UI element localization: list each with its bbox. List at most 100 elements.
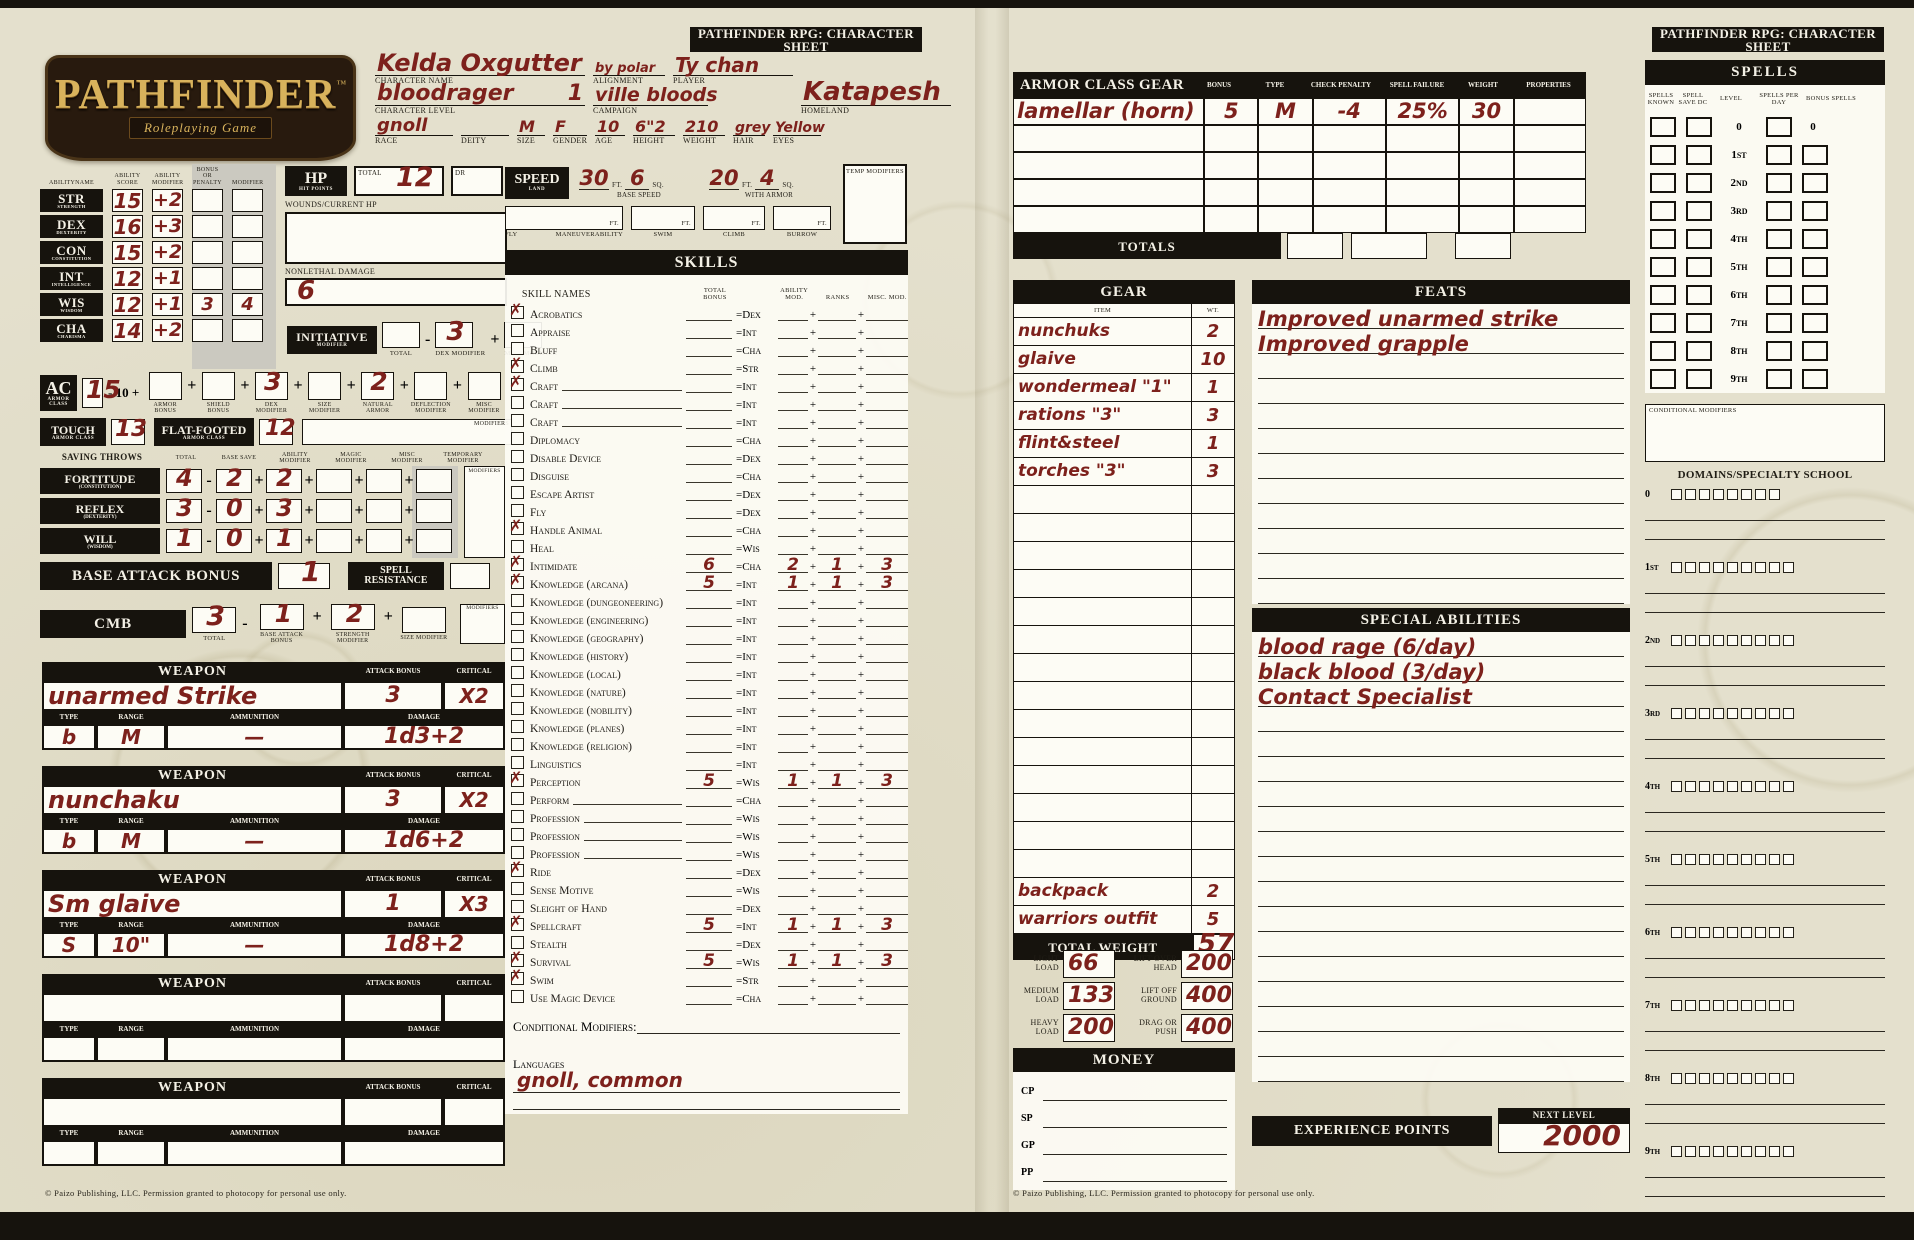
skill-misc-line[interactable]	[866, 340, 908, 357]
gear-row[interactable]: rations "3" 3	[1014, 402, 1234, 430]
skill-class-checkbox[interactable]	[511, 900, 524, 913]
skill-class-checkbox[interactable]: ✗	[509, 570, 524, 589]
domain-line[interactable]	[1645, 886, 1885, 905]
skill-total-line[interactable]	[686, 592, 732, 609]
skill-total-line[interactable]	[686, 646, 732, 663]
spells-known-box[interactable]	[1650, 369, 1676, 389]
info-field-gender[interactable]: F Gender	[553, 119, 587, 146]
domain-checkbox[interactable]	[1671, 708, 1682, 720]
skill-misc-line[interactable]	[866, 376, 908, 393]
weapon-ammo-box[interactable]: —	[166, 724, 343, 750]
weapon-damage-box[interactable]: 1d8+2	[343, 932, 505, 958]
skill-total-line[interactable]	[686, 736, 732, 753]
domain-checkbox[interactable]	[1713, 635, 1724, 647]
ac-armor-bonus-box[interactable]	[148, 372, 182, 400]
feat-line[interactable]	[1258, 529, 1624, 554]
weapon-ammo-box[interactable]	[166, 1036, 343, 1062]
skill-ability-mod-line[interactable]	[778, 358, 808, 375]
domain-checkbox[interactable]	[1727, 489, 1738, 501]
climb-speed-box[interactable]: Ft.	[703, 205, 765, 230]
domain-checkbox[interactable]	[1741, 781, 1752, 793]
skill-ability-mod-line[interactable]	[778, 412, 808, 429]
armor-value-box[interactable]	[1513, 98, 1587, 125]
armor-value-box[interactable]: -4	[1312, 98, 1386, 125]
armor-value-box[interactable]	[1258, 125, 1313, 152]
skill-ranks-line[interactable]	[818, 304, 856, 321]
info-field-race[interactable]: gnoll Race	[375, 117, 453, 146]
skill-class-checkbox[interactable]	[511, 396, 524, 409]
skill-ranks-line[interactable]: 1	[818, 556, 856, 574]
skill-ability-mod-line[interactable]	[778, 340, 808, 357]
skill-ranks-line[interactable]	[818, 844, 856, 861]
skill-misc-line[interactable]	[866, 394, 908, 411]
spells-known-box[interactable]	[1650, 313, 1676, 333]
domain-checkbox[interactable]	[1741, 1146, 1752, 1158]
load-value-box[interactable]: 66	[1063, 950, 1115, 978]
skill-ability-mod-line[interactable]	[778, 718, 808, 735]
skill-misc-line[interactable]	[866, 898, 908, 915]
armor-item-name-box[interactable]	[1013, 152, 1205, 179]
burrow-speed-box[interactable]: Ft.	[773, 205, 831, 230]
domain-checkbox[interactable]	[1699, 562, 1710, 574]
special-ability-line[interactable]: Contact Specialist	[1258, 682, 1624, 708]
domain-checkbox[interactable]	[1783, 1073, 1794, 1085]
ability-modifier-box[interactable]: +2	[152, 241, 183, 264]
ability-temp-modifier-box[interactable]	[232, 215, 263, 238]
domain-line[interactable]	[1645, 1013, 1885, 1032]
domain-checkbox[interactable]	[1685, 635, 1696, 647]
domain-line[interactable]	[1645, 794, 1885, 813]
skill-ability-mod-line[interactable]	[778, 862, 808, 879]
armor-item-name-box[interactable]: lamellar (horn)	[1013, 98, 1205, 125]
weapon-ammo-box[interactable]	[166, 1140, 343, 1166]
domain-checkbox[interactable]	[1727, 562, 1738, 574]
gear-row[interactable]	[1014, 598, 1234, 626]
spell-resistance-box[interactable]	[450, 563, 490, 589]
domain-checkbox[interactable]	[1769, 1146, 1780, 1158]
skill-total-line[interactable]	[686, 430, 732, 447]
skill-ability-mod-line[interactable]: 2	[778, 556, 808, 574]
skill-total-line[interactable]: 5	[686, 952, 732, 970]
skill-total-line[interactable]	[686, 358, 732, 375]
skill-misc-line[interactable]	[866, 412, 908, 429]
armor-totals-box[interactable]	[1287, 233, 1343, 259]
gear-row[interactable]: warriors outfit 5	[1014, 906, 1234, 934]
ability-bonus-penalty-box[interactable]	[192, 241, 223, 264]
skill-class-checkbox[interactable]	[511, 414, 524, 427]
skill-class-checkbox[interactable]: ✗	[509, 858, 524, 877]
skill-misc-line[interactable]	[866, 934, 908, 951]
skill-class-checkbox[interactable]	[511, 702, 524, 715]
skill-class-checkbox[interactable]	[511, 990, 524, 1003]
ability-modifier-box[interactable]: +2	[152, 189, 183, 212]
skill-misc-line[interactable]	[866, 844, 908, 861]
gear-row[interactable]: wondermeal "1" 1	[1014, 374, 1234, 402]
skill-total-line[interactable]	[686, 412, 732, 429]
domain-checkbox[interactable]	[1783, 635, 1794, 647]
skill-class-checkbox[interactable]: ✗	[509, 948, 524, 967]
armor-value-box[interactable]	[1513, 125, 1587, 152]
domain-checkbox[interactable]	[1699, 635, 1710, 647]
skill-ranks-line[interactable]	[818, 322, 856, 339]
skill-total-line[interactable]	[686, 610, 732, 627]
domain-checkbox[interactable]	[1671, 927, 1682, 939]
spell-save-dc-box[interactable]	[1686, 145, 1712, 165]
skill-misc-line[interactable]	[866, 358, 908, 375]
skill-misc-line[interactable]	[866, 430, 908, 447]
skill-ranks-line[interactable]	[818, 880, 856, 897]
special-ability-line[interactable]	[1258, 907, 1624, 932]
skill-ability-mod-line[interactable]	[778, 736, 808, 753]
skill-class-checkbox[interactable]	[511, 882, 524, 895]
skill-ability-mod-line[interactable]	[778, 808, 808, 825]
domain-checkbox[interactable]	[1699, 1000, 1710, 1012]
special-ability-line[interactable]	[1258, 807, 1624, 832]
domain-checkbox[interactable]	[1671, 781, 1682, 793]
skill-class-checkbox[interactable]: ✗	[509, 372, 524, 391]
info-field-character-level[interactable]: bloodrager 1 Character Level	[375, 83, 585, 116]
save-modifier-box[interactable]	[366, 469, 402, 493]
skill-class-checkbox[interactable]	[511, 648, 524, 661]
weapon-name-box[interactable]	[42, 1097, 343, 1127]
domain-checkbox[interactable]	[1671, 489, 1682, 501]
domain-line[interactable]	[1645, 1032, 1885, 1051]
initiative-total-box[interactable]	[382, 322, 420, 348]
skill-ability-mod-line[interactable]: 1	[778, 574, 808, 592]
domain-checkbox[interactable]	[1713, 1000, 1724, 1012]
